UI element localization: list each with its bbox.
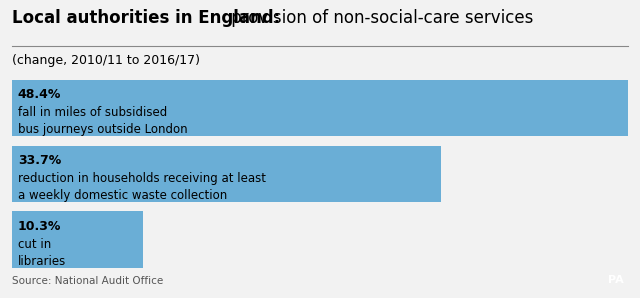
Text: 10.3%: 10.3% [18, 220, 61, 232]
Text: (change, 2010/11 to 2016/17): (change, 2010/11 to 2016/17) [12, 54, 200, 67]
Text: 33.7%: 33.7% [18, 154, 61, 167]
Text: reduction in households receiving at least
a weekly domestic waste collection: reduction in households receiving at lea… [18, 172, 266, 202]
Bar [12, 80, 628, 136]
Text: cut in
libraries: cut in libraries [18, 238, 66, 268]
Text: provision of non-social-care services: provision of non-social-care services [226, 9, 533, 27]
Bar [12, 146, 441, 202]
Text: 48.4%: 48.4% [18, 88, 61, 101]
Bar [12, 212, 143, 268]
Text: fall in miles of subsidised
bus journeys outside London: fall in miles of subsidised bus journeys… [18, 106, 188, 136]
Text: Local authorities in England:: Local authorities in England: [12, 9, 280, 27]
Text: Source: National Audit Office: Source: National Audit Office [12, 276, 163, 286]
Text: PA: PA [608, 275, 623, 285]
